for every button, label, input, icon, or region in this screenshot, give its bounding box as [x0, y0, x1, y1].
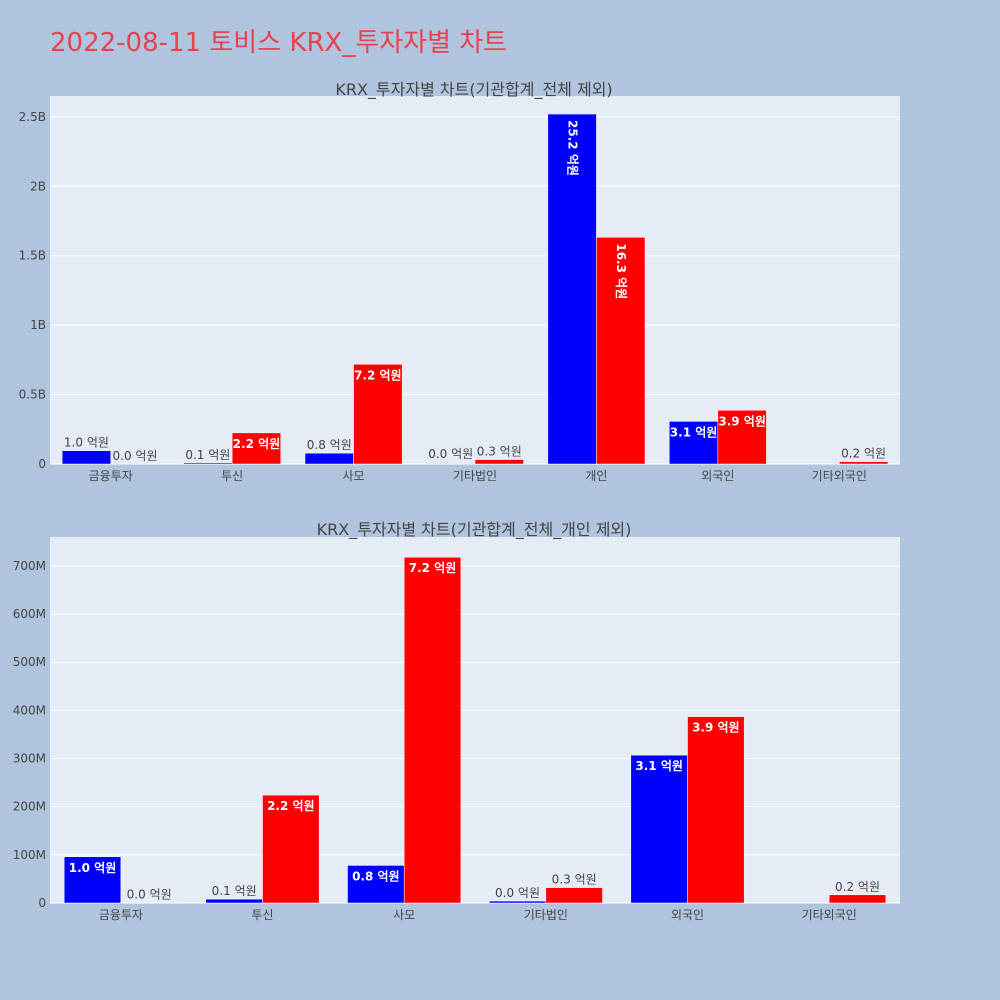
x-tick-label: 기타외국인 [812, 469, 867, 483]
x-tick-label: 투신 [221, 469, 243, 483]
bar [839, 461, 889, 465]
bar [403, 556, 462, 904]
data-label: 0.0 억원 [127, 888, 172, 902]
data-label: 7.2 억원 [409, 561, 457, 575]
bar [687, 716, 745, 904]
y-tick-label: 2B [30, 179, 46, 193]
bar [545, 887, 603, 904]
data-label: 0.2 억원 [835, 880, 880, 894]
bar [596, 237, 646, 465]
x-tick-label: 개인 [585, 469, 607, 483]
chart-title: KRX_투자자별 차트(기관합계_전체 제외) [335, 80, 612, 100]
data-label: 2.2 억원 [233, 437, 281, 451]
data-label: 2.2 억원 [267, 799, 315, 813]
x-tick-label: 투신 [251, 908, 273, 922]
bar [63, 856, 122, 904]
data-label: 0.2 억원 [841, 447, 886, 461]
x-tick-label: 외국인 [671, 908, 704, 922]
y-tick-label: 0.5B [19, 388, 46, 402]
bar [262, 794, 320, 904]
bar [828, 894, 887, 904]
bar [474, 459, 524, 465]
bar [630, 754, 688, 904]
chart-bottom: KRX_투자자별 차트(기관합계_전체_개인 제외) 0 100M 200M 300M 4… [13, 520, 900, 922]
chart-title: KRX_투자자별 차트(기관합계_전체_개인 제외) [317, 520, 632, 540]
x-tick-label: 외국인 [701, 469, 734, 483]
chart-top: KRX_투자자별 차트(기관합계_전체 제외) 0 0.5B 1B 1.5B 2B 2.5B… [19, 80, 900, 483]
bar [669, 421, 719, 465]
data-label: 3.1 억원 [670, 425, 718, 439]
bar [717, 410, 767, 465]
data-label: 0.0 억원 [428, 447, 473, 461]
y-tick-label: 600M [13, 607, 46, 621]
data-label: 7.2 억원 [354, 368, 402, 382]
x-tick-label: 금융투자 [99, 908, 143, 922]
data-label: 1.0 억원 [69, 861, 117, 875]
data-label: 0.0 억원 [495, 886, 540, 900]
data-label: 16.3 억원 [614, 243, 628, 299]
x-tick-label: 기타법인 [453, 469, 497, 483]
y-tick-label: 400M [13, 703, 46, 717]
y-tick-label: 300M [13, 752, 46, 766]
x-tick-label: 금융투자 [89, 469, 133, 483]
x-tick-label: 사모 [393, 908, 415, 922]
data-label: 0.0 억원 [113, 449, 158, 463]
data-label: 0.1 억원 [212, 884, 257, 898]
plot-background [50, 537, 900, 903]
data-label: 0.8 억원 [352, 869, 400, 883]
data-label: 0.8 억원 [307, 438, 352, 452]
bar [205, 898, 263, 904]
data-label: 3.9 억원 [718, 414, 766, 428]
data-label: 3.1 억원 [635, 759, 683, 773]
data-label: 3.9 억원 [692, 721, 740, 735]
bar [353, 364, 403, 465]
y-tick-label: 100M [13, 848, 46, 862]
y-tick-label: 500M [13, 655, 46, 669]
bar [231, 432, 281, 465]
bar [488, 900, 547, 904]
y-tick-label: 200M [13, 800, 46, 814]
data-label: 0.3 억원 [552, 873, 597, 887]
y-tick-label: 2.5B [19, 110, 46, 124]
x-tick-label: 기타법인 [524, 908, 568, 922]
data-label: 0.3 억원 [477, 445, 522, 459]
y-tick-label: 700M [13, 559, 46, 573]
bar [347, 865, 405, 904]
y-tick-label: 1.5B [19, 249, 46, 263]
y-tick-label: 1B [30, 318, 46, 332]
page-title: 2022-08-11 토비스 KRX_투자자별 차트 [50, 28, 508, 58]
x-tick-label: 사모 [343, 469, 365, 483]
x-tick-label: 기타외국인 [802, 908, 857, 922]
y-tick-label: 0 [38, 457, 46, 471]
bar [547, 113, 597, 465]
data-label: 0.1 억원 [185, 448, 230, 462]
y-tick-label: 0 [38, 896, 46, 910]
data-label: 1.0 억원 [64, 436, 109, 450]
data-label: 25.2 억원 [566, 120, 580, 176]
plot-background [50, 96, 900, 464]
bar [61, 450, 111, 465]
